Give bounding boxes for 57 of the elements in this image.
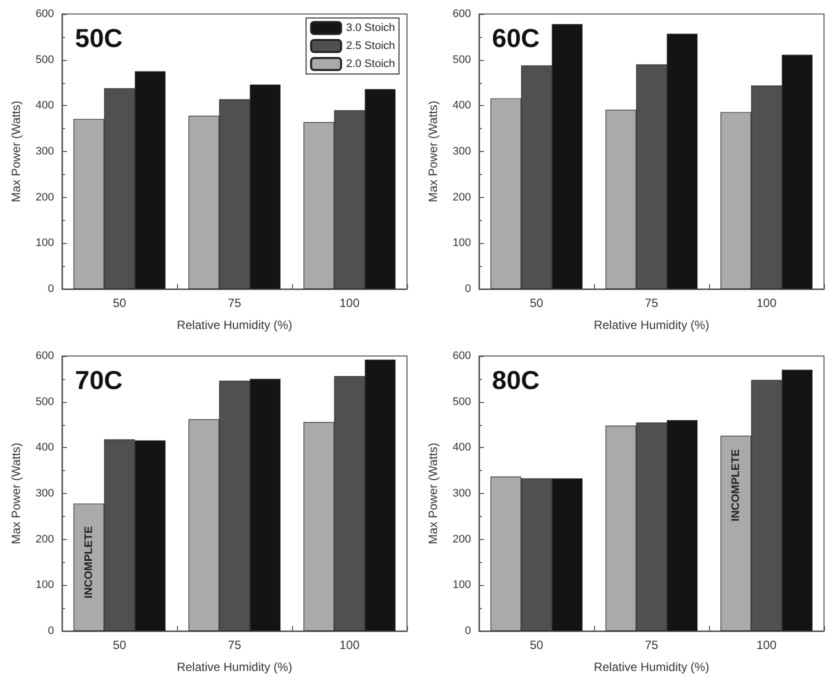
x-tick-label: 75 — [228, 638, 242, 652]
y-tick-label: 200 — [452, 191, 471, 204]
legend-label: 2.0 Stoich — [346, 58, 395, 70]
y-axis-title: Max Power (Watts) — [9, 442, 23, 544]
y-tick-label: 500 — [36, 54, 54, 66]
y-tick-label: 0 — [48, 624, 54, 636]
y-axis-title: Max Power (Watts) — [9, 100, 23, 202]
y-tick-label: 100 — [452, 237, 471, 250]
y-tick-label: 600 — [36, 350, 54, 362]
x-tick-label: 75 — [644, 638, 658, 652]
x-tick-label: 100 — [339, 296, 360, 310]
y-tick-label: 300 — [452, 487, 471, 499]
chart-title: 60C — [492, 23, 540, 53]
y-axis-title: Max Power (Watts) — [426, 100, 440, 202]
x-tick-label: 75 — [644, 296, 658, 310]
y-tick-label: 600 — [36, 8, 54, 20]
y-tick-label: 600 — [452, 8, 471, 20]
y-tick-label: 300 — [36, 146, 54, 158]
y-tick-label: 500 — [452, 395, 471, 408]
x-tick-label: 50 — [112, 296, 126, 310]
legend-label: 3.0 Stoich — [346, 22, 395, 34]
chart-title: 50C — [75, 23, 123, 53]
chart-title: 70C — [75, 364, 123, 394]
x-tick-label: 50 — [530, 638, 544, 652]
y-tick-label: 100 — [36, 237, 54, 250]
y-tick-label: 200 — [452, 532, 471, 545]
x-tick-label: 100 — [756, 296, 777, 310]
chart-title: 80C — [492, 364, 540, 394]
y-tick-label: 400 — [452, 441, 471, 454]
annotation: INCOMPLETE — [82, 526, 95, 598]
x-tick-label: 100 — [339, 638, 360, 652]
x-axis-title: Relative Humidity (%) — [594, 660, 710, 674]
x-tick-label: 100 — [756, 638, 777, 652]
x-axis-title: Relative Humidity (%) — [176, 660, 292, 674]
y-tick-label: 400 — [36, 441, 54, 454]
x-tick-label: 75 — [228, 296, 242, 310]
legend-label: 2.5 Stoich — [346, 40, 395, 52]
x-tick-label: 50 — [530, 296, 544, 310]
y-tick-label: 600 — [452, 350, 471, 362]
y-axis-title: Max Power (Watts) — [426, 442, 440, 544]
y-tick-label: 0 — [464, 624, 471, 636]
y-tick-label: 500 — [36, 395, 54, 408]
y-tick-label: 100 — [36, 578, 54, 591]
y-tick-label: 500 — [452, 54, 471, 66]
y-tick-label: 0 — [48, 283, 54, 295]
y-tick-label: 200 — [36, 532, 54, 545]
y-tick-label: 300 — [452, 146, 471, 158]
x-axis-title: Relative Humidity (%) — [594, 318, 710, 332]
y-tick-label: 200 — [36, 191, 54, 204]
x-tick-label: 50 — [112, 638, 126, 652]
y-tick-label: 0 — [464, 283, 471, 295]
annotation: INCOMPLETE — [730, 448, 742, 521]
y-tick-label: 400 — [36, 100, 54, 112]
y-tick-label: 300 — [36, 487, 54, 499]
y-tick-label: 100 — [452, 578, 471, 591]
x-axis-title: Relative Humidity (%) — [176, 318, 292, 332]
y-tick-label: 400 — [452, 100, 471, 112]
